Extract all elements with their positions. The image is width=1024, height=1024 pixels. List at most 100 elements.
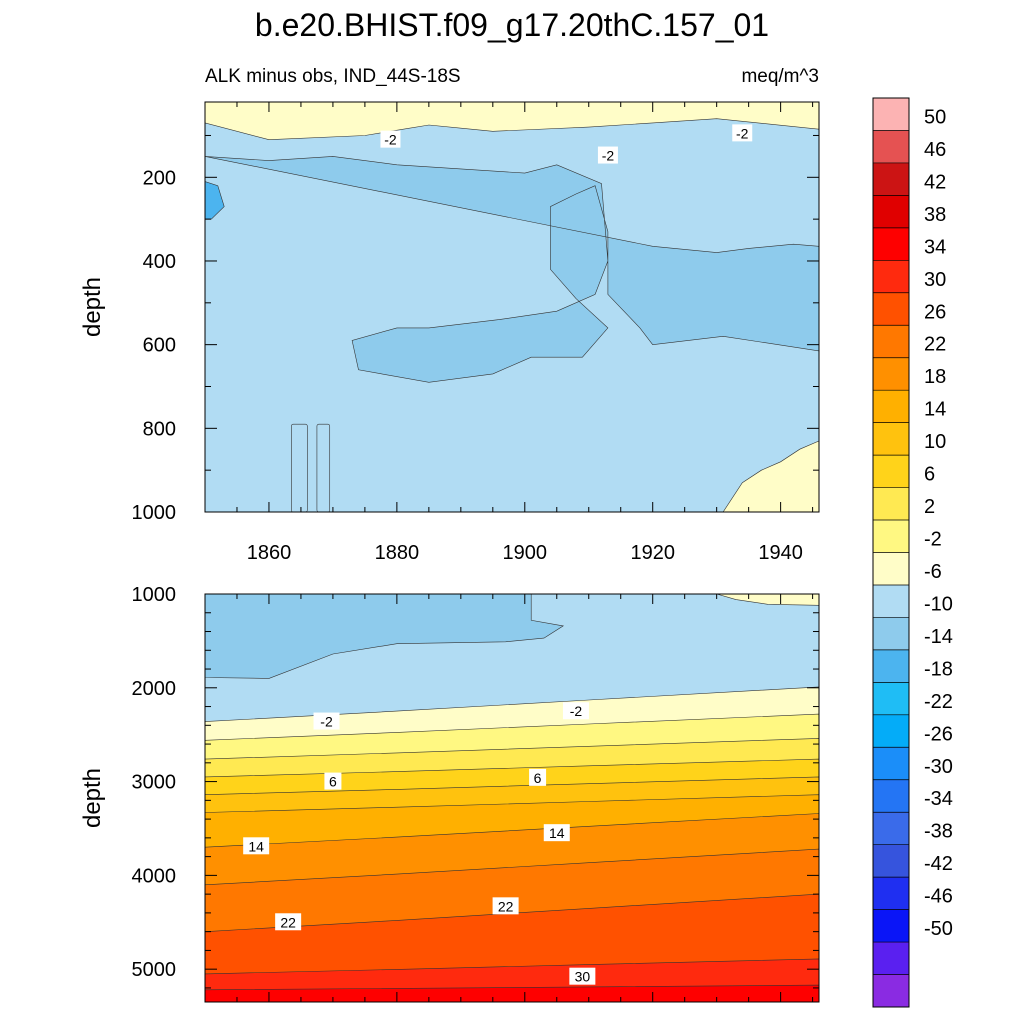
- colorbar-swatch-13: [873, 487, 909, 521]
- lower-region-corner: [716, 594, 819, 606]
- upper-title-right: meq/m^3: [741, 66, 819, 87]
- colorbar-label-20: -26: [924, 723, 953, 745]
- lower-y-tick-label-2: 2000: [132, 678, 177, 700]
- upper-x-tick-label-3: 1900: [503, 542, 548, 564]
- colorbar-swatch-21: [873, 747, 909, 781]
- lower-band-11: [205, 984, 819, 1002]
- colorbar-swatch-4: [873, 195, 909, 229]
- colorbar-label-13: 2: [924, 496, 935, 518]
- figure-title: b.e20.BHIST.f09_g17.20thC.157_01: [255, 7, 769, 43]
- colorbar-label-23: -38: [924, 821, 953, 843]
- upper-region-2: [205, 156, 819, 383]
- colorbar-label-16: -10: [924, 593, 953, 615]
- lower-region-tongue: [205, 594, 565, 679]
- colorbar-label-12: 6: [924, 464, 935, 486]
- colorbar-swatch-11: [873, 422, 909, 456]
- lower-contour-label-4: 6: [529, 768, 547, 786]
- lower-plot-frame: [204, 593, 820, 1003]
- colorbar-swatch-25: [873, 877, 909, 910]
- lower-contour-label-1: -2: [313, 712, 340, 730]
- upper-x-tick-label-2: 1880: [375, 542, 420, 564]
- svg-text:22: 22: [280, 914, 296, 930]
- lower-y-axis-label: depth: [79, 768, 106, 828]
- upper-region-3: [205, 181, 225, 220]
- svg-text:-2: -2: [320, 714, 333, 730]
- colorbar-swatch-1: [873, 98, 909, 131]
- colorbar-swatch-23: [873, 812, 909, 845]
- upper-region-deep-positive: [722, 440, 819, 512]
- colorbar-swatch-24: [873, 844, 909, 878]
- svg-text:14: 14: [549, 825, 565, 841]
- svg-text:6: 6: [534, 770, 542, 786]
- svg-text:-2: -2: [602, 148, 615, 164]
- colorbar-label-7: 26: [924, 301, 946, 323]
- colorbar-swatch-3: [873, 162, 909, 196]
- lower-contour-label-2: -2: [562, 702, 589, 720]
- colorbar-swatch-10: [873, 390, 909, 423]
- upper-contour-label-1: -2: [380, 130, 401, 148]
- colorbar-label-17: -14: [924, 626, 953, 648]
- upper-contour-fill: [205, 102, 819, 512]
- colorbar-label-19: -22: [924, 691, 953, 713]
- upper-x-tick-label-1: 1860: [247, 542, 292, 564]
- upper-contour-label-2: -2: [597, 146, 618, 164]
- colorbar-swatch-19: [873, 682, 909, 716]
- svg-text:22: 22: [498, 898, 514, 914]
- upper-plot-frame: [204, 101, 820, 513]
- colorbar-label-21: -30: [924, 756, 953, 778]
- colorbar-swatch-2: [873, 130, 909, 164]
- lower-contour-label-7: 22: [275, 913, 302, 931]
- colorbar-swatch-16: [873, 584, 909, 618]
- colorbar-label-25: -46: [924, 886, 953, 908]
- lower-contour-label-6: 14: [543, 824, 570, 842]
- upper-y-tick-label-3: 600: [143, 335, 176, 357]
- colorbar-swatch-27: [873, 942, 909, 975]
- svg-text:6: 6: [329, 774, 337, 790]
- upper-title-left: ALK minus obs, IND_44S-18S: [205, 66, 461, 87]
- upper-x-tick-label-4: 1920: [630, 542, 675, 564]
- colorbar-label-5: 34: [924, 236, 946, 258]
- colorbar-label-14: -2: [924, 529, 942, 551]
- upper-y-tick-label-5: 1000: [132, 502, 177, 524]
- upper-region-1: [205, 102, 819, 141]
- colorbar-swatch-5: [873, 227, 909, 261]
- colorbar-label-6: 30: [924, 269, 946, 291]
- lower-contour-label-3: 6: [324, 772, 342, 790]
- colorbar-label-26: -50: [924, 918, 953, 940]
- colorbar-swatch-17: [873, 617, 909, 651]
- upper-axis-ticks: 1860 1880 1900 1920 1940 200 400 600 800 1000: [132, 102, 819, 564]
- svg-text:-2: -2: [570, 703, 583, 719]
- lower-contour-fill: [205, 594, 819, 1002]
- colorbar-swatch-26: [873, 909, 909, 943]
- upper-y-tick-label-2: 400: [143, 251, 176, 273]
- lower-axis-ticks: 1000 2000 3000 4000 5000: [132, 584, 819, 1002]
- colorbar-label-22: -34: [924, 788, 953, 810]
- upper-region-column-1: [291, 423, 308, 512]
- colorbar-label-2: 46: [924, 139, 946, 161]
- lower-contour-labels: -2 -2 6 6 14 14 22 22 30: [243, 702, 596, 985]
- svg-text:-2: -2: [736, 125, 749, 141]
- colorbar-swatch-14: [873, 520, 909, 553]
- colorbar-label-1: 50: [924, 107, 946, 129]
- colorbar-label-8: 22: [924, 334, 946, 356]
- svg-text:-2: -2: [384, 132, 397, 148]
- lower-contour-label-8: 22: [492, 897, 519, 915]
- lower-y-tick-label-4: 4000: [132, 865, 177, 887]
- colorbar-swatch-6: [873, 260, 909, 294]
- colorbar: 50 46 42 38 34 30 26 22 18 14 10 6 2 -2 -6 -10 -14 -18 -22…: [872, 97, 953, 1008]
- lower-y-tick-label-1: 1000: [132, 584, 177, 606]
- colorbar-frame: [872, 97, 910, 1008]
- colorbar-label-18: -18: [924, 658, 953, 680]
- colorbar-swatch-20: [873, 714, 909, 748]
- upper-contour-label-3: -2: [732, 124, 753, 142]
- lower-y-tick-label-5: 5000: [132, 959, 177, 981]
- colorbar-label-4: 38: [924, 204, 946, 226]
- colorbar-label-10: 14: [924, 399, 946, 421]
- colorbar-swatch-15: [873, 552, 909, 586]
- colorbar-swatch-9: [873, 357, 909, 391]
- colorbar-swatch-12: [873, 455, 909, 488]
- upper-region-column-2: [316, 423, 331, 512]
- upper-y-tick-label-4: 800: [143, 418, 176, 440]
- colorbar-swatch-22: [873, 779, 909, 813]
